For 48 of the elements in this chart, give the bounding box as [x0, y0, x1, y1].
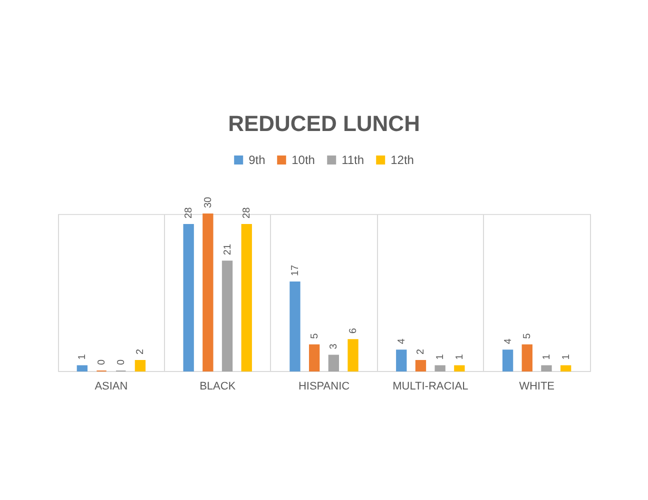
data-label: 4: [502, 338, 514, 344]
bar: [522, 344, 532, 372]
bar: [396, 350, 407, 372]
bar: [560, 365, 572, 372]
data-label: 17: [290, 264, 301, 276]
bar: [328, 354, 340, 372]
bar: [183, 224, 194, 372]
legend-label: 12th: [390, 153, 414, 167]
legend-label: 9th: [248, 153, 266, 167]
x-tick-label: ASIAN: [94, 380, 128, 392]
bar: [76, 365, 88, 372]
bar: [308, 344, 320, 372]
data-label: 5: [309, 332, 320, 339]
bar: [541, 365, 552, 372]
bar: [454, 365, 465, 372]
bar: [348, 339, 358, 372]
data-label: 28: [184, 206, 195, 218]
bar: [502, 350, 514, 372]
bar: [134, 360, 146, 372]
data-label: 0: [96, 359, 108, 365]
data-label: 1: [560, 354, 572, 360]
data-label: 5: [522, 332, 534, 339]
legend-label: 11th: [342, 153, 364, 167]
data-label: 1: [454, 354, 466, 360]
data-label: 1: [77, 354, 88, 360]
legend-label: 10th: [292, 153, 315, 167]
data-label: 2: [416, 348, 427, 355]
bar: [434, 365, 446, 372]
data-label: 2: [135, 348, 146, 355]
data-label: 6: [348, 328, 360, 334]
data-label: 4: [396, 338, 408, 344]
bar: [415, 360, 426, 372]
data-label: 1: [541, 354, 552, 360]
x-tick-label: HISPANIC: [298, 380, 350, 392]
data-label: 0: [116, 359, 127, 365]
x-tick-label: WHITE: [519, 380, 555, 392]
bar: [241, 224, 252, 372]
x-tick-label: BLACK: [200, 380, 236, 392]
bar: [202, 214, 214, 372]
data-label: 1: [435, 354, 446, 360]
chart-title: REDUCED LUNCH: [228, 111, 420, 136]
data-label: 28: [242, 206, 253, 218]
data-label: 30: [202, 196, 214, 208]
bar: [290, 282, 300, 372]
data-label: 3: [328, 343, 340, 350]
bar: [222, 260, 233, 372]
data-label: 21: [222, 244, 234, 256]
x-tick-label: MULTI-RACIAL: [392, 380, 468, 392]
